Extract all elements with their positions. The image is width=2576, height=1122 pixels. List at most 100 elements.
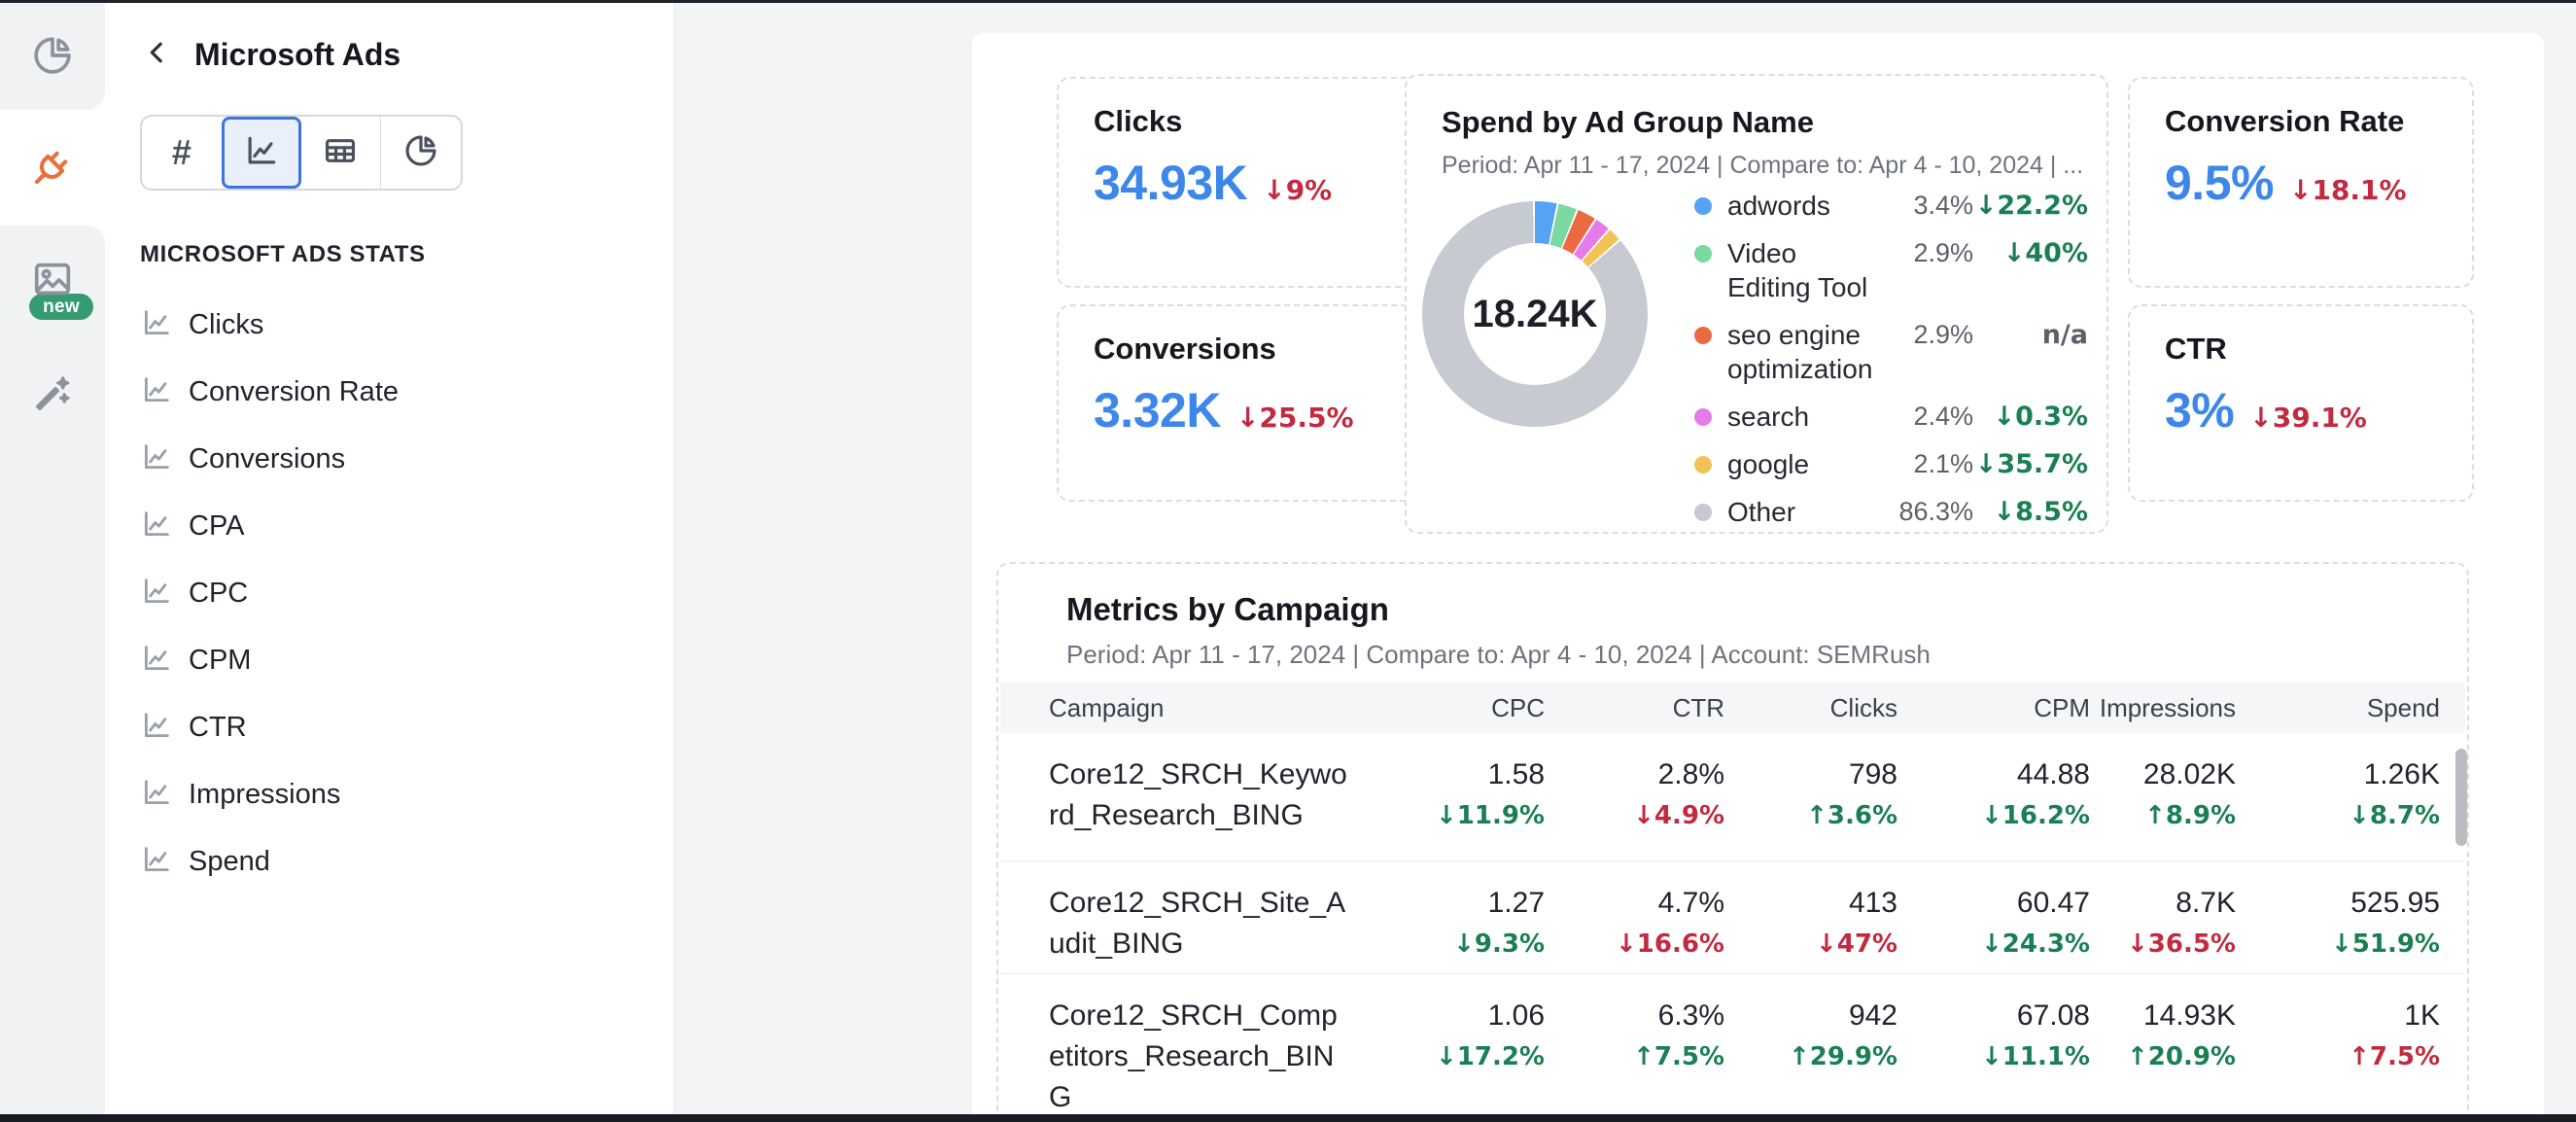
legend-item[interactable]: adwords 3.4% ↓22.2% xyxy=(1694,189,2088,223)
legend-dot xyxy=(1694,504,1712,521)
kpi-title: Conversion Rate xyxy=(2165,104,2405,138)
tab-table-view[interactable] xyxy=(301,117,381,189)
kpi-value: 34.93K xyxy=(1094,156,1248,210)
line-chart-icon xyxy=(140,709,173,747)
legend-dot xyxy=(1694,456,1712,473)
kpi-value: 9.5% xyxy=(2165,156,2274,210)
table-scrollbar-thumb[interactable] xyxy=(2455,749,2467,846)
plug-icon xyxy=(27,141,78,192)
tab-number-view[interactable]: # xyxy=(142,117,222,189)
legend-item[interactable]: Other 86.3% ↓8.5% xyxy=(1694,495,2088,529)
line-chart-icon xyxy=(140,440,173,478)
legend-dot xyxy=(1694,327,1712,344)
kpi-title: Conversions xyxy=(1094,332,1276,366)
table-body: Core12_SRCH_Keyword_Research_BING 1.58 ↓1… xyxy=(1000,733,2465,1122)
line-chart-icon xyxy=(140,508,173,545)
report-canvas: Clicks 34.93K ↓9% Conversions 3.32K ↓25.… xyxy=(675,0,2576,1122)
new-badge: new xyxy=(29,294,93,320)
column-header-spend: Spend xyxy=(2366,692,2440,722)
kpi-value: 3% xyxy=(2165,383,2235,438)
window-top-edge xyxy=(0,0,2576,3)
sidebar-item-impressions[interactable]: Impressions xyxy=(140,761,645,828)
pie-chart-icon xyxy=(402,132,439,174)
sidebar-item-clicks[interactable]: Clicks xyxy=(140,292,645,359)
legend-dot xyxy=(1694,245,1712,263)
line-chart-icon xyxy=(140,843,173,881)
tab-pie-chart-view[interactable] xyxy=(380,117,461,189)
kpi-trend: ↓18.1% xyxy=(2288,174,2407,206)
sidebar-item-conversions[interactable]: Conversions xyxy=(140,426,645,493)
sidebar-item-spend[interactable]: Spend xyxy=(140,828,645,895)
table-icon xyxy=(322,132,359,174)
line-chart-icon xyxy=(140,575,173,613)
chevron-left-icon xyxy=(143,38,172,72)
sidebar-item-cpa[interactable]: CPA xyxy=(140,493,645,560)
table-row: Core12_SRCH_Competitors_Research_BING 1.… xyxy=(1000,974,2465,1122)
campaign-name: Core12_SRCH_Keyword_Research_BING xyxy=(1049,758,1347,831)
tab-line-chart-view[interactable] xyxy=(221,117,301,189)
sidebar-section-label: MICROSOFT ADS STATS xyxy=(140,241,426,267)
table-row: Core12_SRCH_Keyword_Research_BING 1.58 ↓1… xyxy=(1000,733,2465,861)
line-chart-icon xyxy=(243,132,280,174)
donut-center-total: 18.24K xyxy=(1472,292,1598,335)
donut-widget-spend-by-ad-group[interactable]: Spend by Ad Group Name Period: Apr 11 - … xyxy=(1405,74,2108,534)
report-page: Clicks 34.93K ↓9% Conversions 3.32K ↓25.… xyxy=(972,33,2544,1122)
legend-item[interactable]: seo engine optimization 2.9% n/a xyxy=(1694,318,2088,386)
kpi-trend: ↓25.5% xyxy=(1236,402,1354,434)
sidebar-item-ctr[interactable]: CTR xyxy=(140,694,645,761)
kpi-value: 3.32K xyxy=(1094,383,1221,438)
rail-background-bottom xyxy=(0,226,105,1122)
back-button[interactable] xyxy=(138,35,177,74)
kpi-trend: ↓39.1% xyxy=(2249,402,2367,434)
magic-wand-nav-button[interactable] xyxy=(0,340,105,447)
kpi-widget-ctr[interactable]: CTR 3% ↓39.1% xyxy=(2128,304,2474,502)
metric-list: Clicks Conversion Rate Conversions CPA C… xyxy=(140,292,645,895)
integrations-nav-button[interactable]: new xyxy=(0,113,105,320)
sidebar-item-cpc[interactable]: CPC xyxy=(140,560,645,627)
widget-subtitle: Period: Apr 11 - 17, 2024 | Compare to: … xyxy=(1442,152,2084,179)
sidebar-header: Microsoft Ads xyxy=(138,35,400,74)
column-header-impressions: Impressions xyxy=(2099,692,2236,722)
line-chart-icon xyxy=(140,306,173,344)
kpi-title: Clicks xyxy=(1094,104,1183,138)
table-header-row: Campaign CPC CTR Clicks CPM Impressions … xyxy=(1000,683,2465,733)
line-chart-icon xyxy=(140,642,173,680)
legend-item[interactable]: Video Editing Tool 2.9% ↓40% xyxy=(1694,236,2088,304)
column-header-ctr: CTR xyxy=(1672,692,1724,722)
table-widget-metrics-by-campaign[interactable]: Metrics by Campaign Period: Apr 11 - 17,… xyxy=(996,562,2469,1122)
donut-chart xyxy=(1422,201,1648,427)
widget-subtitle: Period: Apr 11 - 17, 2024 | Compare to: … xyxy=(1066,640,1931,669)
image-icon xyxy=(30,257,75,301)
donut-legend: adwords 3.4% ↓22.2% Video Editing Tool 2… xyxy=(1694,189,2088,543)
line-chart-icon xyxy=(140,373,173,411)
sidebar-item-cpm[interactable]: CPM xyxy=(140,627,645,694)
table-row: Core12_SRCH_Site_Audit_BING 1.27 ↓9.3% 4.… xyxy=(1000,861,2465,974)
hash-icon: # xyxy=(171,132,191,172)
sidebar: Microsoft Ads # xyxy=(105,0,675,1122)
pie-chart-icon xyxy=(30,33,75,78)
column-header-campaign: Campaign xyxy=(1049,692,1165,722)
widgets-nav-button[interactable] xyxy=(0,2,105,109)
column-header-cpm: CPM xyxy=(2034,692,2090,722)
column-header-clicks: Clicks xyxy=(1829,692,1897,722)
view-mode-tabs: # xyxy=(140,115,463,191)
kpi-title: CTR xyxy=(2165,332,2227,366)
campaign-name: Core12_SRCH_Competitors_Research_BING xyxy=(1049,999,1338,1113)
legend-dot xyxy=(1694,408,1712,426)
page-title: Microsoft Ads xyxy=(194,36,401,72)
magic-wand-icon xyxy=(30,371,75,416)
legend-item[interactable]: search 2.4% ↓0.3% xyxy=(1694,400,2088,434)
kpi-widget-conversion-rate[interactable]: Conversion Rate 9.5% ↓18.1% xyxy=(2128,77,2474,288)
column-header-cpc: CPC xyxy=(1491,692,1545,722)
window-bottom-edge xyxy=(0,1114,2576,1122)
legend-item[interactable]: google 2.1% ↓35.7% xyxy=(1694,447,2088,481)
legend-dot xyxy=(1694,197,1712,215)
widget-title: Spend by Ad Group Name xyxy=(1442,105,1814,139)
line-chart-icon xyxy=(140,776,173,814)
sidebar-item-conversion-rate[interactable]: Conversion Rate xyxy=(140,359,645,426)
images-nav-button[interactable] xyxy=(0,226,105,333)
widget-title: Metrics by Campaign xyxy=(1066,591,1389,627)
campaign-name: Core12_SRCH_Site_Audit_BING xyxy=(1049,887,1346,960)
icon-rail: new xyxy=(0,0,105,1122)
